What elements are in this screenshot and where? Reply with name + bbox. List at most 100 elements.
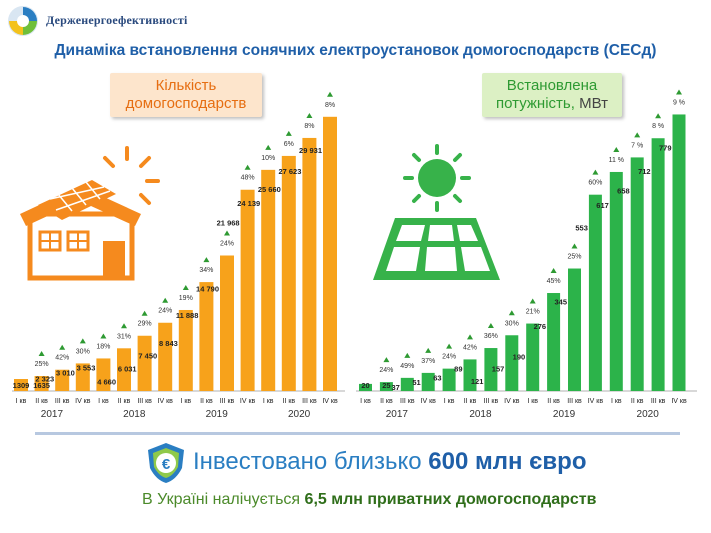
- power-growth-label-4: 24%: [442, 354, 456, 361]
- households-quarter-label-15: IV кв: [322, 398, 338, 405]
- households-value-label-1: 1635: [33, 381, 50, 390]
- power-bar-11: [588, 194, 602, 391]
- households-growth-label-6: 29%: [138, 321, 152, 328]
- power-bar-14: [651, 138, 665, 391]
- power-growth-label-8: 21%: [526, 309, 540, 316]
- households-value-label-13: 25 660: [258, 185, 281, 194]
- power-bar-1: [379, 382, 393, 391]
- households-growth-label-3: 30%: [76, 348, 90, 355]
- power-growth-arrow-11: [592, 169, 599, 175]
- households-quarter-label-6: III кв: [137, 398, 152, 405]
- households-value-label-10: 14 790: [196, 285, 219, 294]
- investment-amount: 600 млн євро: [428, 448, 587, 475]
- power-bar-8: [526, 323, 540, 391]
- households-quarter-label-12: I кв: [263, 398, 274, 405]
- households-bar-8: [178, 309, 193, 391]
- power-growth-arrow-9: [550, 268, 557, 274]
- power-quarter-label-7: IV кв: [504, 398, 520, 405]
- households-growth-arrow-5: [121, 323, 127, 329]
- households-bar-3: [75, 363, 90, 391]
- power-growth-label-13: 7 %: [631, 142, 643, 149]
- power-quarter-label-11: IV кв: [588, 398, 604, 405]
- power-label-line2: потужність,: [496, 95, 575, 112]
- households-growth-arrow-15: [327, 91, 333, 97]
- power-quarter-label-4: I кв: [444, 398, 455, 405]
- power-value-label-15: 779: [659, 143, 672, 152]
- power-growth-label-5: 42%: [463, 344, 477, 351]
- power-growth-label-1: 24%: [379, 367, 393, 374]
- power-growth-arrow-7: [508, 310, 515, 316]
- power-growth-label-7: 30%: [505, 320, 519, 327]
- power-value-label-8: 190: [513, 353, 526, 362]
- solar-panel-icon: [373, 144, 500, 280]
- households-bar-15: [323, 116, 337, 391]
- power-bar-2: [400, 377, 414, 391]
- power-growth-label-12: 11 %: [609, 157, 624, 164]
- divider: [35, 432, 680, 435]
- investment-text: Інвестовано близько 600 млн євро: [193, 448, 587, 476]
- households-bar-14: [302, 137, 317, 391]
- power-value-label-5: 89: [454, 364, 462, 373]
- power-growth-arrow-8: [529, 298, 536, 304]
- households-value-label-5: 4 660: [97, 377, 116, 386]
- households-bar-7: [158, 322, 173, 391]
- power-growth-label-14: 8 %: [652, 123, 664, 130]
- households-value-label-0: 1309: [13, 381, 30, 390]
- households-growth-label-2: 42%: [55, 355, 69, 362]
- power-bar-7: [505, 335, 519, 391]
- households-bar-13: [281, 155, 296, 391]
- households-growth-arrow-7: [162, 297, 169, 303]
- households-bar-1: [34, 376, 49, 391]
- power-quarter-label-14: III кв: [651, 398, 666, 405]
- power-value-label-11: 553: [575, 224, 588, 233]
- power-value-label-4: 63: [433, 374, 441, 383]
- households-quarter-label-4: I кв: [98, 398, 109, 405]
- power-chart: 20 I кв 25 24% II кв 37 49% III кв 51 37% IV кв 63 2…: [359, 89, 687, 420]
- power-quarter-label-6: III кв: [484, 398, 499, 405]
- households-value-label-8: 8 843: [159, 339, 178, 348]
- page-title: Динаміка встановлення сонячних електроус…: [54, 42, 657, 59]
- households-year-label-1: 2018: [123, 409, 146, 420]
- power-value-label-12: 617: [596, 201, 609, 210]
- households-value-label-6: 6 031: [118, 365, 137, 374]
- households-growth-arrow-1: [38, 351, 45, 357]
- households-quarter-label-8: I кв: [180, 398, 191, 405]
- power-growth-label-11: 60%: [588, 180, 602, 187]
- euro-shield-icon: €: [148, 443, 184, 483]
- households-growth-label-11: 48%: [241, 175, 255, 182]
- households-growth-label-8: 19%: [179, 295, 193, 302]
- households-quarter-label-13: II кв: [282, 398, 295, 405]
- households-bar-12: [261, 169, 276, 391]
- power-growth-arrow-13: [634, 132, 641, 138]
- power-growth-arrow-14: [655, 113, 662, 119]
- households-growth-label-5: 31%: [117, 333, 131, 340]
- households-bar-9: [199, 282, 214, 391]
- households-growth-label-15: 8%: [325, 102, 335, 109]
- households-label: Кількість домогосподарств: [110, 73, 262, 117]
- power-growth-arrow-10: [571, 243, 578, 249]
- power-value-label-1: 25: [382, 381, 390, 390]
- power-quarter-label-1: II кв: [380, 398, 393, 405]
- households-value-label-9: 11 888: [176, 311, 199, 320]
- households-quarter-label-1: II кв: [35, 398, 48, 405]
- households-growth-arrow-6: [141, 310, 148, 316]
- households-bar-6: [137, 335, 152, 391]
- power-bar-6: [484, 348, 498, 391]
- sun-icon-orange: [103, 146, 160, 205]
- power-bar-3: [421, 372, 435, 391]
- power-quarter-label-10: III кв: [567, 398, 582, 405]
- power-bar-9: [547, 293, 561, 391]
- households-growth-arrow-3: [79, 338, 86, 344]
- agency-logo: [8, 6, 38, 36]
- households-quarter-label-7: IV кв: [158, 398, 174, 405]
- households-quarter-label-9: II кв: [200, 398, 213, 405]
- power-growth-arrow-3: [425, 347, 432, 353]
- households-bar-5: [117, 348, 131, 391]
- power-growth-arrow-5: [467, 334, 473, 340]
- households-growth-label-12: 10%: [261, 155, 275, 162]
- power-growth-arrow-12: [613, 146, 620, 152]
- households-value-label-2: 2 323: [35, 375, 54, 384]
- power-value-label-2: 37: [391, 383, 399, 392]
- power-quarter-label-13: II кв: [631, 398, 644, 405]
